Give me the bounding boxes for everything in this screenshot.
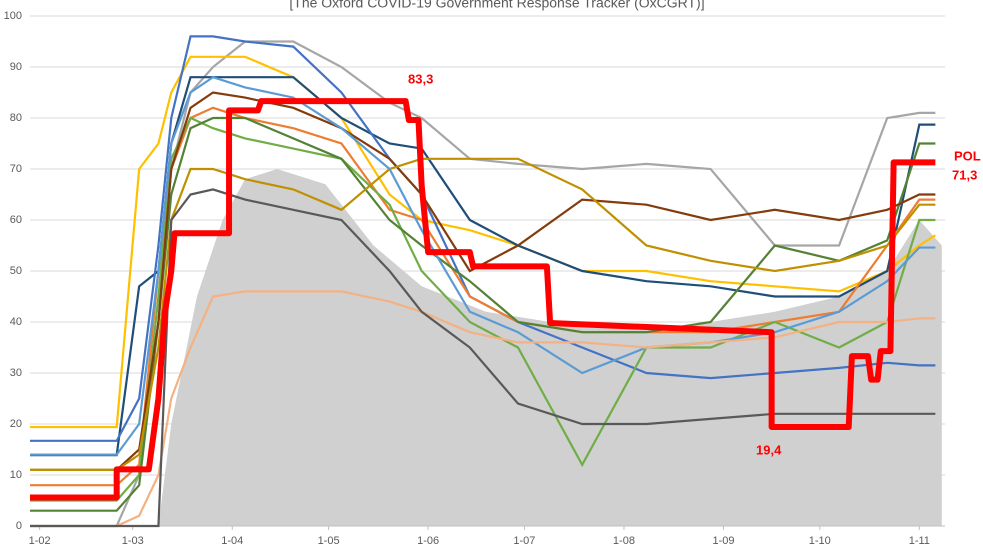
y-tick-label: 30: [10, 367, 22, 379]
y-tick-label: 10: [10, 469, 22, 481]
x-tick-label: 1-11: [909, 535, 930, 547]
highlight-line: [30, 98, 936, 501]
x-tick-label: 1-09: [712, 535, 734, 547]
x-tick-label: 1-02: [29, 535, 51, 547]
y-tick-label: 90: [10, 61, 22, 73]
x-tick-label: 1-04: [221, 535, 243, 547]
series-line: [30, 188, 936, 528]
x-tick-label: 1-08: [613, 535, 635, 547]
y-tick-label: 70: [10, 163, 22, 175]
x-tick-label: 1-05: [318, 535, 340, 547]
y-tick-label: 0: [16, 520, 22, 532]
y-tick-label: 50: [10, 265, 22, 277]
x-tick-label: 1-10: [809, 535, 831, 547]
annotation: 19,4: [756, 442, 782, 457]
series-line: [30, 157, 936, 471]
annotation: 71,3: [952, 167, 977, 182]
series-line: [30, 55, 936, 429]
area: [30, 169, 942, 526]
y-tick-label: 20: [10, 418, 22, 430]
x-tick-label: 1-06: [417, 535, 439, 547]
y-tick-label: 80: [10, 112, 22, 124]
y-tick-label: 60: [10, 214, 22, 226]
x-tick-label: 1-03: [122, 535, 144, 547]
chart-title: [The Oxford COVID-19 Government Response…: [289, 0, 704, 11]
series-line: [30, 290, 936, 528]
annotation: 83,3: [408, 71, 433, 86]
y-tick-label: 100: [4, 10, 22, 22]
series-line: [30, 91, 936, 471]
series-line: [30, 75, 936, 456]
y-tick-label: 40: [10, 316, 22, 328]
x-tick-label: 1-07: [513, 535, 535, 547]
series-line: [30, 116, 936, 502]
series-label: POL: [954, 148, 981, 163]
